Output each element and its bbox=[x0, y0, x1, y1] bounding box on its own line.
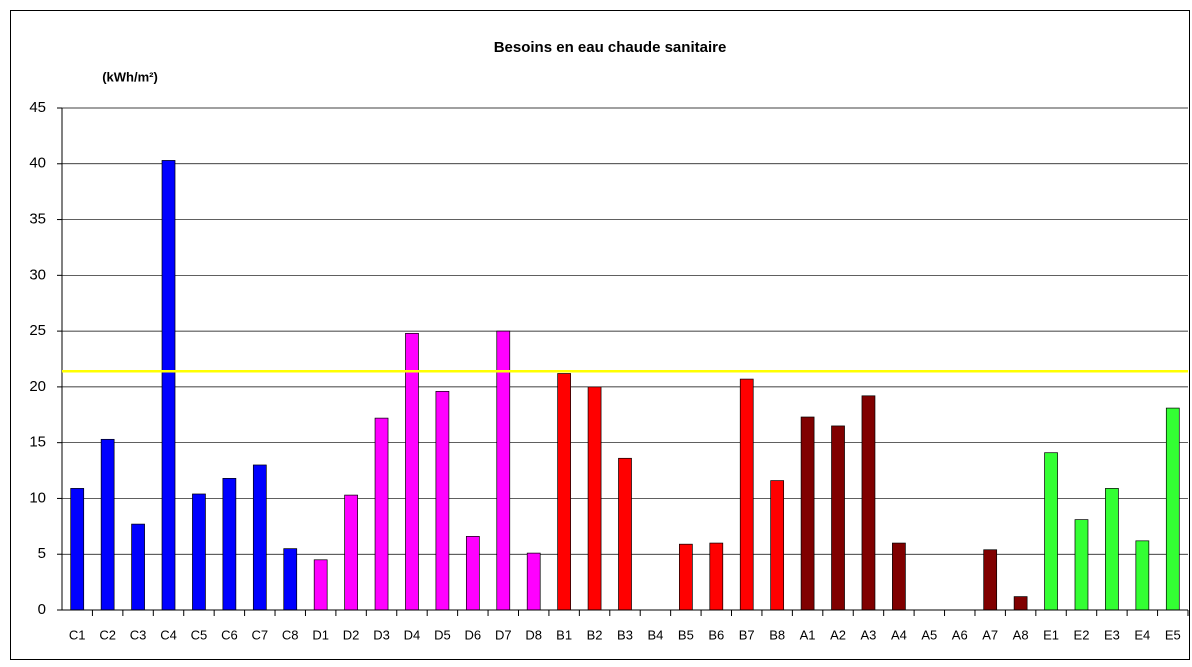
x-tick-label: D7 bbox=[495, 627, 512, 642]
y-tick-label: 40 bbox=[29, 155, 46, 172]
x-tick-label: E1 bbox=[1043, 627, 1059, 642]
y-tick-label: 25 bbox=[29, 322, 46, 339]
bar bbox=[1135, 540, 1150, 611]
x-tick-label: B6 bbox=[708, 627, 724, 642]
bar bbox=[618, 457, 632, 611]
bar bbox=[983, 549, 998, 611]
bar bbox=[861, 395, 876, 611]
bar bbox=[252, 464, 267, 611]
y-tick-label: 20 bbox=[29, 378, 46, 395]
x-tick-label: C3 bbox=[130, 627, 147, 642]
bar bbox=[435, 391, 450, 611]
x-tick-label: C1 bbox=[69, 627, 86, 642]
bar bbox=[100, 438, 115, 611]
bar bbox=[374, 417, 389, 611]
x-tick-label: D2 bbox=[343, 627, 360, 642]
x-tick-label: D6 bbox=[465, 627, 482, 642]
bar bbox=[1165, 407, 1180, 611]
x-tick-label: C2 bbox=[99, 627, 116, 642]
y-tick-label: 15 bbox=[29, 434, 46, 451]
y-axis-label: (kWh/m²) bbox=[102, 69, 158, 84]
bar bbox=[344, 494, 358, 611]
x-tick-label: B2 bbox=[587, 627, 603, 642]
bar bbox=[161, 160, 176, 611]
bar bbox=[587, 386, 602, 611]
x-tick-label: B1 bbox=[556, 627, 572, 642]
bar bbox=[679, 543, 693, 611]
bar bbox=[800, 416, 815, 611]
bar bbox=[739, 378, 754, 611]
x-tick-label: E5 bbox=[1165, 627, 1181, 642]
x-tick-label: B4 bbox=[647, 627, 663, 642]
x-tick-label: C4 bbox=[160, 627, 177, 642]
bar bbox=[131, 523, 145, 611]
x-tick-label: C6 bbox=[221, 627, 238, 642]
x-tick-label: E4 bbox=[1134, 627, 1150, 642]
bar bbox=[1074, 519, 1089, 611]
x-tick-label: A3 bbox=[861, 627, 877, 642]
bar bbox=[831, 425, 845, 611]
x-tick-label: A1 bbox=[800, 627, 816, 642]
x-tick-label: D5 bbox=[434, 627, 451, 642]
x-tick-label: A2 bbox=[830, 627, 846, 642]
x-tick-label: A7 bbox=[982, 627, 998, 642]
y-tick-label: 0 bbox=[38, 601, 46, 618]
bar bbox=[526, 552, 541, 611]
x-tick-label: D1 bbox=[312, 627, 329, 642]
bar bbox=[1013, 596, 1028, 611]
x-tick-label: B7 bbox=[739, 627, 755, 642]
chart-title: Besoins en eau chaude sanitaire bbox=[494, 39, 727, 56]
bar bbox=[557, 373, 571, 611]
bar bbox=[313, 559, 328, 611]
bar bbox=[405, 332, 419, 611]
bar bbox=[1105, 488, 1119, 611]
x-tick-label: C7 bbox=[251, 627, 268, 642]
y-tick-label: 45 bbox=[29, 99, 46, 116]
x-tick-label: E2 bbox=[1074, 627, 1090, 642]
x-tick-label: A6 bbox=[952, 627, 968, 642]
bar bbox=[465, 536, 480, 611]
bar bbox=[892, 542, 906, 611]
bar bbox=[222, 478, 237, 611]
bar bbox=[770, 480, 785, 611]
bar bbox=[283, 548, 298, 611]
x-tick-label: A8 bbox=[1013, 627, 1029, 642]
bar bbox=[709, 542, 724, 611]
x-tick-label: D4 bbox=[404, 627, 421, 642]
x-tick-label: E3 bbox=[1104, 627, 1120, 642]
x-tick-label: B8 bbox=[769, 627, 785, 642]
x-tick-label: B3 bbox=[617, 627, 633, 642]
x-tick-label: C8 bbox=[282, 627, 299, 642]
bar bbox=[192, 493, 206, 611]
y-tick-label: 35 bbox=[29, 211, 46, 228]
x-tick-label: D3 bbox=[373, 627, 390, 642]
bar bbox=[1044, 452, 1058, 611]
x-tick-label: C5 bbox=[191, 627, 208, 642]
x-tick-label: A4 bbox=[891, 627, 907, 642]
x-tick-label: D8 bbox=[525, 627, 542, 642]
x-tick-label: B5 bbox=[678, 627, 694, 642]
y-tick-label: 5 bbox=[38, 545, 46, 562]
y-tick-label: 10 bbox=[29, 489, 46, 506]
y-tick-label: 30 bbox=[29, 266, 46, 283]
bar bbox=[496, 330, 511, 611]
bar bbox=[70, 488, 85, 611]
x-tick-label: A5 bbox=[921, 627, 937, 642]
